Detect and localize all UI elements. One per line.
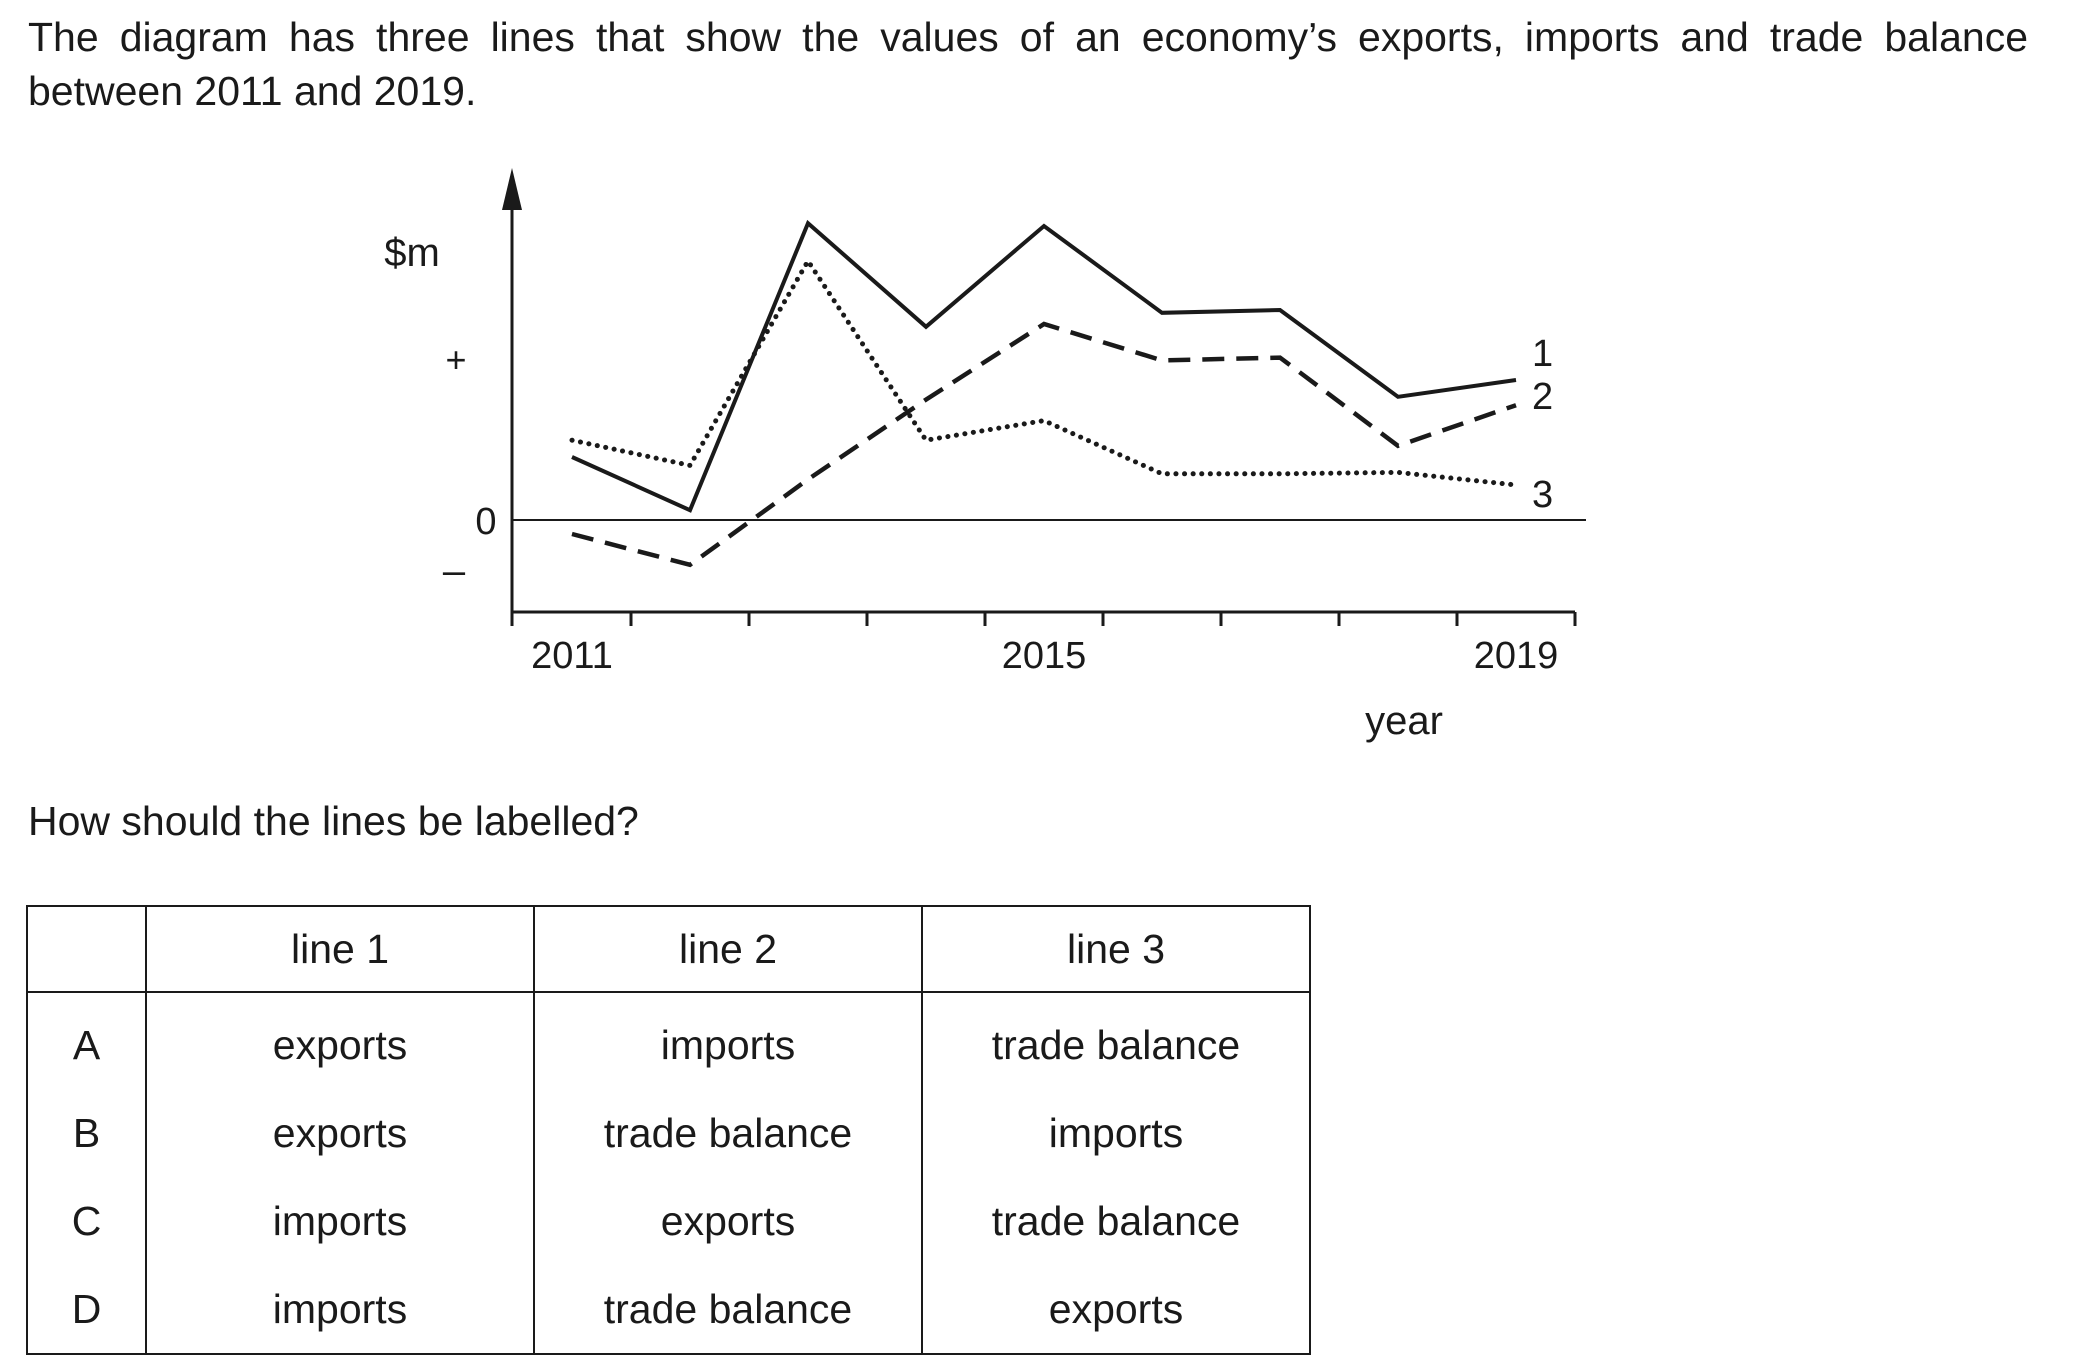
- x-tick-label: 2015: [1002, 635, 1087, 677]
- option-line-2: imports: [533, 992, 923, 1089]
- y-axis-label: $m: [384, 231, 440, 275]
- y-minus-mark: –: [443, 549, 466, 593]
- header-line-3: line 3: [921, 905, 1311, 993]
- option-line-3: trade balance: [921, 1177, 1311, 1265]
- option-line-3: imports: [921, 1089, 1311, 1177]
- series-line-3: [569, 256, 1519, 488]
- y-plus-mark: +: [445, 339, 466, 380]
- line-chart: 2011 2015 2019 $m year +0– 12 3: [384, 168, 1586, 743]
- chart-series: [569, 219, 1519, 568]
- option-line-1: exports: [145, 1089, 535, 1177]
- option-row-d[interactable]: D imports trade balance exports: [26, 1265, 1311, 1355]
- answer-table: line 1 line 2 line 3 A exports imports t…: [26, 905, 1311, 1355]
- header-line-1: line 1: [145, 905, 535, 993]
- option-line-1: exports: [145, 992, 535, 1089]
- option-row-c[interactable]: C imports exports trade balance: [26, 1177, 1311, 1265]
- option-line-2: trade balance: [533, 1265, 923, 1355]
- header-key: [26, 905, 147, 993]
- table-header-row: line 1 line 2 line 3: [26, 905, 1311, 993]
- x-tick-label: 2019: [1474, 635, 1559, 677]
- option-line-2: trade balance: [533, 1089, 923, 1177]
- question-text: How should the lines be labelled?: [28, 798, 639, 844]
- option-key: C: [26, 1177, 147, 1265]
- option-line-1: imports: [145, 1265, 535, 1355]
- option-line-1: imports: [145, 1177, 535, 1265]
- series-line-1: [571, 219, 1517, 513]
- option-line-3: trade balance: [921, 992, 1311, 1089]
- intro-text: The diagram has three lines that show th…: [28, 14, 2028, 114]
- x-tick-label: 2011: [531, 635, 613, 677]
- x-ticks: 2011 2015 2019: [510, 612, 1577, 677]
- y-zero-label: 0: [475, 501, 496, 543]
- header-line-2: line 2: [533, 905, 923, 993]
- chart-axes: [502, 168, 1586, 614]
- chart-labels: $m year +0– 12 3: [384, 231, 1553, 743]
- series-label-2: 2: [1532, 376, 1553, 418]
- series-line-2: [571, 321, 1517, 568]
- option-line-3: exports: [921, 1265, 1311, 1355]
- series-label-3: 3: [1532, 474, 1553, 516]
- option-line-2: exports: [533, 1177, 923, 1265]
- option-key: B: [26, 1089, 147, 1177]
- x-axis-label: year: [1365, 699, 1443, 743]
- option-row-b[interactable]: B exports trade balance imports: [26, 1089, 1311, 1177]
- series-label-1: 1: [1532, 333, 1553, 375]
- y-axis-arrow: [502, 168, 522, 210]
- option-key: A: [26, 992, 147, 1089]
- option-key: D: [26, 1265, 147, 1355]
- option-row-a[interactable]: A exports imports trade balance: [26, 992, 1311, 1089]
